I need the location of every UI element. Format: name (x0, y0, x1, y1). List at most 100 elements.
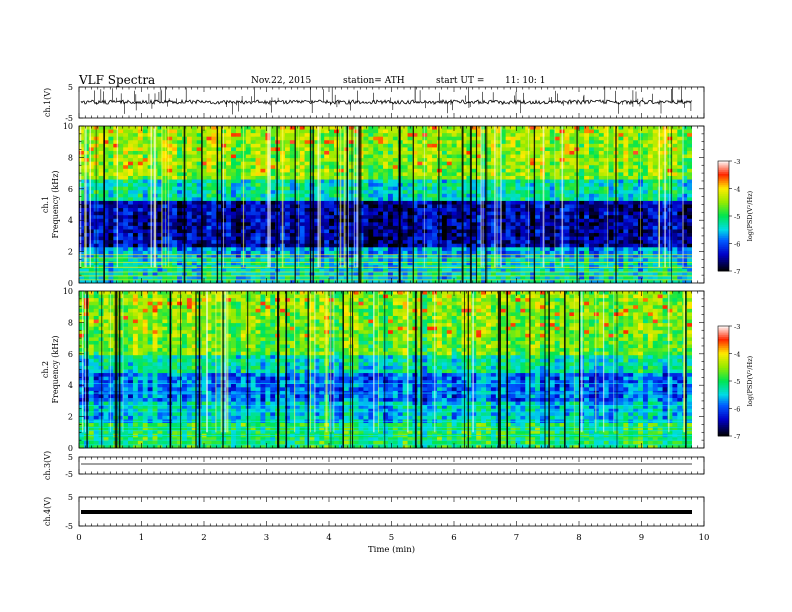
spectrogram-cell (162, 190, 168, 195)
spectrogram-cell (544, 150, 551, 155)
spectrogram-cell (157, 179, 163, 184)
spectrogram-cell (402, 250, 408, 255)
spectrogram-cell (682, 193, 688, 198)
spectrogram-cell (407, 179, 413, 184)
spectrogram-cell (294, 197, 301, 202)
spectrogram-cell (334, 168, 340, 173)
spectrogram-cell (167, 172, 173, 177)
spectrogram-cell (162, 129, 168, 134)
spectrogram-cell (353, 190, 359, 195)
spectrogram-cell (515, 175, 521, 180)
spectrogram-cell (289, 236, 296, 241)
spectrogram-cell (510, 126, 516, 130)
spectrogram-cell (628, 200, 634, 205)
spectrogram-cell (579, 179, 585, 184)
spectrogram-cell (598, 197, 605, 202)
spectrogram-cell (314, 204, 320, 209)
spectrogram-cell (260, 247, 266, 252)
spectrogram-cell (353, 126, 359, 130)
spectrogram-cell (569, 250, 575, 255)
spectrogram-cell (147, 168, 153, 173)
spectrogram-cell (515, 126, 521, 130)
spectrogram-cell (206, 218, 212, 223)
spectrogram-cell (128, 229, 134, 234)
spectrogram-cell (446, 161, 453, 166)
spectrogram-cell (387, 254, 394, 259)
spectrogram-cell (309, 190, 315, 195)
spectrogram-cell (157, 165, 163, 170)
spectrogram-cell (642, 143, 649, 148)
spectrogram-cell (309, 204, 315, 209)
spectrogram-cell (211, 261, 217, 266)
spectrogram-cell (329, 211, 335, 216)
spectrogram-cell (618, 208, 624, 213)
spectrogram-cell (490, 154, 497, 159)
spectrogram-cell (510, 200, 516, 205)
spectrogram-cell (343, 236, 350, 241)
spectrogram-cell (417, 183, 423, 188)
spectrogram-cell (490, 143, 497, 148)
spectrogram-cell (407, 193, 413, 198)
spectrogram-cell (539, 158, 546, 163)
spectrogram-cell (598, 222, 605, 227)
spectrogram-cell (304, 229, 310, 234)
spectrogram-cell (687, 172, 693, 177)
spectrogram-cell (289, 193, 296, 198)
spectrogram-cell (353, 258, 359, 262)
spectrogram-cell (633, 143, 639, 148)
spectrogram-cell (417, 190, 423, 195)
spectrogram-cell (412, 236, 418, 241)
spectrogram-cell (255, 126, 261, 130)
spectrogram-cell (123, 140, 129, 145)
spectrogram-cell (299, 240, 305, 245)
spectrogram-cell (569, 240, 575, 245)
spectrogram-cell (79, 143, 85, 148)
spectrogram-cell (231, 261, 237, 266)
spectrogram-cell (79, 133, 85, 138)
spectrogram-cell (525, 147, 531, 152)
spectrogram-cell (520, 261, 526, 266)
spectrogram-cell (383, 204, 389, 209)
spectrogram-cell (201, 179, 207, 184)
spectrogram-cell (216, 200, 222, 205)
spectrogram-cell (304, 240, 310, 245)
spectrogram-cell (118, 197, 124, 202)
spectrogram-cell (417, 143, 423, 148)
spectrogram-cell (520, 175, 526, 180)
spectrogram-cell (343, 250, 350, 255)
spectrogram-cell (461, 140, 467, 145)
spectrogram-cell (172, 233, 178, 238)
spectrogram-cell (535, 140, 541, 145)
spectrogram-cell (177, 129, 183, 134)
spectrogram-cell (284, 250, 291, 255)
spectrogram-cell (324, 140, 330, 145)
spectrogram-cell (495, 211, 502, 216)
spectrogram-cell (108, 161, 114, 166)
spectrogram-cell (147, 211, 153, 216)
spectrogram-cell (481, 222, 487, 227)
spectrogram-cell (304, 215, 310, 220)
spectrogram-cell (417, 172, 423, 177)
spectrogram-cell (564, 247, 570, 252)
spectrogram-cell (486, 126, 492, 130)
spectrogram-cell (490, 147, 497, 152)
spectrogram-cell (535, 247, 541, 252)
spectrogram-cell (657, 140, 663, 145)
spectrogram-cell (510, 168, 516, 173)
spectrogram-cell (427, 233, 433, 238)
spectrogram-cell (677, 129, 683, 134)
spectrogram-cell (441, 197, 448, 202)
spectrogram-cell (245, 222, 252, 227)
spectrogram-cell (172, 158, 178, 163)
spectrogram-cell (647, 175, 654, 180)
spectrogram-cell (324, 247, 330, 252)
spectrogram-cell (554, 168, 560, 173)
spectrogram-cell (549, 165, 556, 170)
spectrogram-cell (495, 197, 502, 202)
spectrogram-cell (667, 243, 673, 248)
spectrogram-cell (260, 197, 266, 202)
spectrogram-cell (618, 222, 624, 227)
spectrogram-cell (255, 165, 261, 170)
spectrogram-cell (682, 179, 688, 184)
spectrogram-cell (284, 165, 291, 170)
